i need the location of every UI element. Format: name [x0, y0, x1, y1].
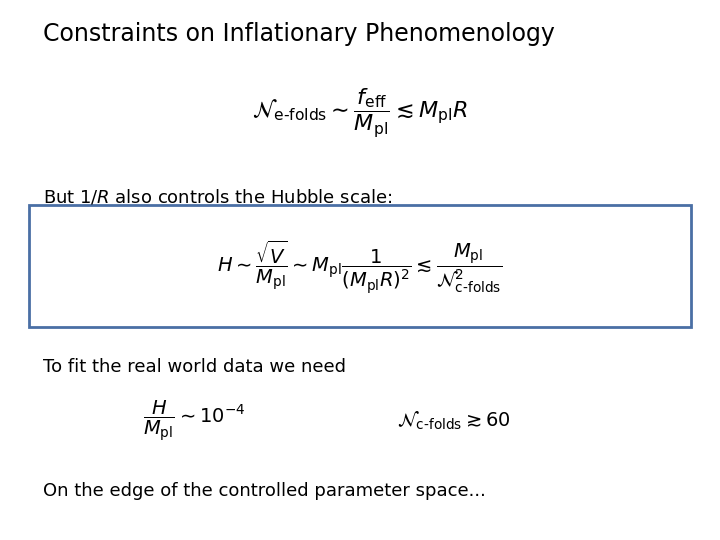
Text: $\mathcal{N}_{\rm e\text{-}folds} \sim \dfrac{f_{\rm eff}}{M_{\rm pl}} \lesssim : $\mathcal{N}_{\rm e\text{-}folds} \sim \…	[252, 87, 468, 140]
Text: $\dfrac{H}{M_{\rm pl}} \sim 10^{-4}$: $\dfrac{H}{M_{\rm pl}} \sim 10^{-4}$	[143, 399, 246, 443]
Text: On the edge of the controlled parameter space...: On the edge of the controlled parameter …	[43, 482, 486, 501]
Text: Constraints on Inflationary Phenomenology: Constraints on Inflationary Phenomenolog…	[43, 22, 555, 45]
Text: $\mathcal{N}_{\rm c\text{-}folds} \gtrsim 60$: $\mathcal{N}_{\rm c\text{-}folds} \gtrsi…	[397, 410, 510, 433]
Text: To fit the real world data we need: To fit the real world data we need	[43, 358, 346, 376]
Text: $H \sim \dfrac{\sqrt{V}}{M_{\rm pl}} \sim M_{\rm pl}\dfrac{1}{(M_{\rm pl}R)^2} \: $H \sim \dfrac{\sqrt{V}}{M_{\rm pl}} \si…	[217, 239, 503, 296]
FancyBboxPatch shape	[29, 205, 691, 327]
Text: But $1/R$ also controls the Hubble scale:: But $1/R$ also controls the Hubble scale…	[43, 187, 392, 207]
